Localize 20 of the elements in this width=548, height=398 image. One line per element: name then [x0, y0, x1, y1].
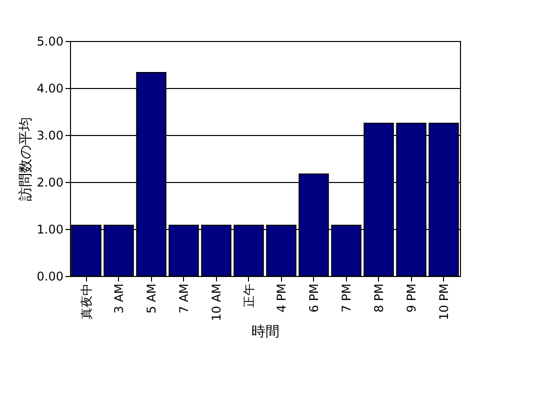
y-tick-label: 0.00: [36, 270, 64, 284]
y-tick-label: 1.00: [36, 222, 64, 236]
x-tick-label: 正午: [242, 284, 256, 308]
x-tick-label: 4 PM: [274, 284, 288, 313]
x-tick-label: 8 PM: [372, 284, 386, 313]
y-tick-label: 2.00: [36, 176, 64, 190]
x-tick-label: 10 AM: [209, 284, 224, 322]
x-tick-label: 真夜中: [79, 284, 94, 320]
x-tick-label: 3 AM: [112, 284, 126, 314]
y-tick-label: 4.00: [36, 82, 64, 96]
x-tick-label: 9 PM: [404, 284, 418, 313]
x-tick-label: 10 PM: [436, 284, 451, 320]
y-tick-label: 3.00: [36, 128, 64, 142]
x-tick-label: 5 AM: [144, 284, 158, 314]
x-tick-label: 7 PM: [339, 284, 354, 313]
y-axis-title: 訪問数の平均: [18, 117, 34, 201]
y-tick-label: 5.00: [36, 34, 64, 48]
x-tick-label: 7 AM: [176, 284, 191, 314]
x-tick-label: 6 PM: [306, 284, 321, 313]
x-axis-title: 時間: [252, 324, 280, 340]
